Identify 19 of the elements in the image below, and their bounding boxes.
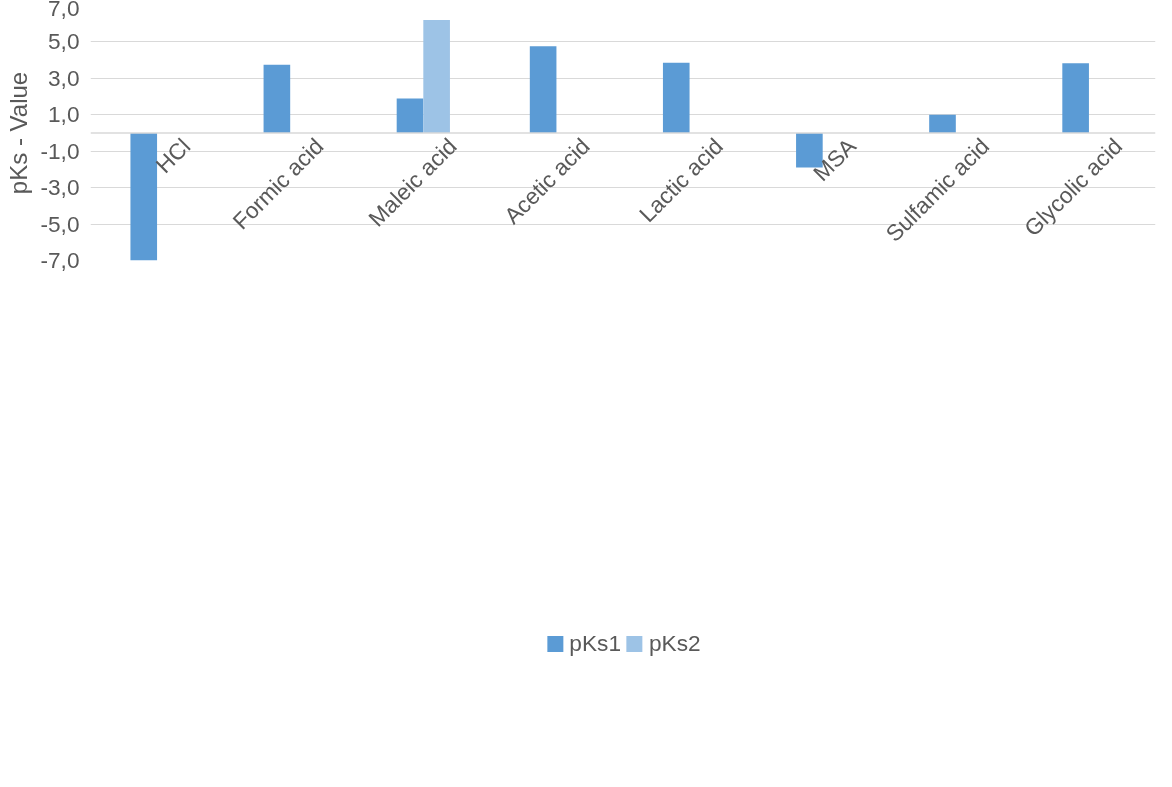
y-tick-label: 1,0 [48, 101, 80, 128]
x-tick-label: HCl [150, 132, 196, 179]
y-tick-label: 3,0 [48, 64, 80, 91]
legend-label: pKs2 [649, 629, 701, 657]
y-axis-title: pKs - Value [5, 71, 33, 195]
bar [423, 20, 450, 133]
y-tick-label: -3,0 [40, 174, 80, 201]
bar [1062, 63, 1089, 133]
bar [396, 98, 424, 133]
y-tick-label: 7,0 [48, 0, 80, 21]
legend-label: pKs1 [569, 629, 621, 657]
y-tick-label: -7,0 [40, 247, 80, 273]
y-tick-label: 5,0 [48, 28, 80, 55]
bar [263, 64, 291, 133]
y-tick-label: -5,0 [40, 210, 80, 237]
bar [529, 46, 557, 133]
bar [662, 62, 690, 133]
bar [929, 114, 956, 133]
y-tick-label: -1,0 [40, 137, 80, 164]
